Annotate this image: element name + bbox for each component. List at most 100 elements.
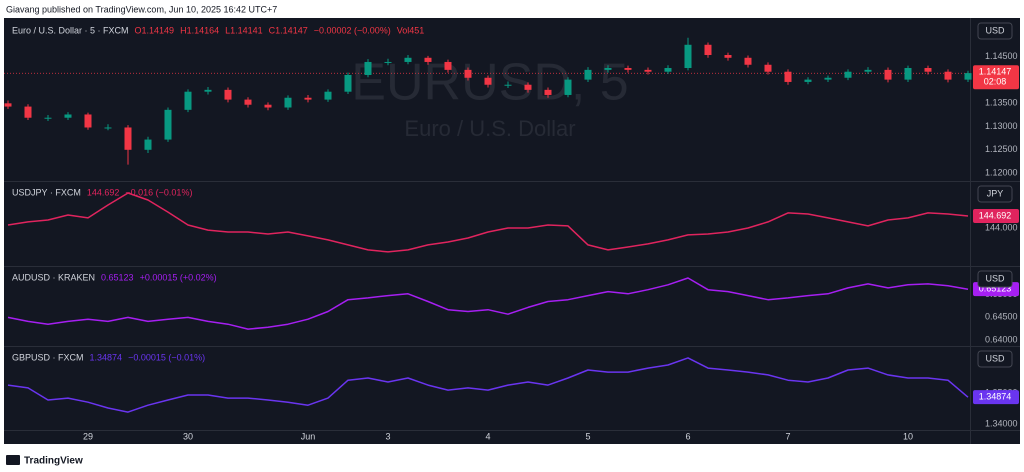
candle-body [544, 89, 552, 95]
series-change: −0.016 (−0.01%) [125, 187, 192, 197]
y-tick-label: 0.64500 [985, 312, 1018, 322]
ohlc-legend: O1.14149 [135, 25, 175, 35]
series-title: USDJPY · FXCM [12, 187, 81, 197]
candle-body [704, 44, 712, 55]
candle-body [64, 114, 72, 118]
series-change: −0.00015 (−0.01%) [128, 352, 205, 362]
candle-body [644, 69, 652, 72]
price-line [7, 192, 969, 253]
ohlc-legend: L1.14141 [225, 25, 263, 35]
candle-body [44, 117, 52, 119]
ohlc-legend: Vol451 [397, 25, 425, 35]
candle-body [424, 57, 432, 62]
candle-body [104, 127, 112, 129]
candle-body [564, 79, 572, 95]
last-price-label: 0.65123 [979, 284, 1012, 294]
candle-body [824, 77, 832, 80]
series-title: AUDUSD · KRAKEN [12, 272, 95, 282]
footer-brand: TradingView [24, 456, 83, 467]
candle-body [124, 127, 132, 150]
candle-body [244, 99, 252, 105]
currency-button [977, 270, 1013, 288]
currency-button [977, 22, 1013, 40]
price-line [7, 277, 969, 330]
last-price-label: 1.34874 [979, 391, 1012, 401]
candle-body [964, 73, 972, 80]
candle-body [464, 69, 472, 78]
candle-body [504, 84, 512, 86]
candle-body [904, 68, 912, 80]
x-tick-label: 10 [903, 431, 913, 441]
currency-label: USD [985, 353, 1005, 363]
y-tick-label: 1.13000 [985, 121, 1018, 131]
candle-body [924, 68, 932, 72]
candle-body [664, 68, 672, 72]
candle-body [744, 57, 752, 65]
y-tick-label: 1.14500 [985, 51, 1018, 61]
chart-background [4, 18, 1020, 444]
candle-body [164, 109, 172, 140]
candle-body [764, 64, 772, 72]
x-tick-label: 29 [83, 431, 93, 441]
candle-body [484, 77, 492, 85]
candle-body [4, 103, 12, 107]
candle-body [444, 61, 452, 70]
last-price-label: 1.14147 [979, 67, 1012, 77]
currency-label: USD [985, 273, 1005, 283]
series-price: 0.65123 [101, 272, 134, 282]
ohlc-legend: −0.00002 (−0.00%) [314, 25, 391, 35]
currency-label: USD [985, 25, 1005, 35]
candle-body [384, 61, 392, 63]
candle-body [844, 71, 852, 78]
series-title: GBPUSD · FXCM [12, 352, 84, 362]
candle-body [944, 71, 952, 80]
currency-label: JPY [987, 188, 1004, 198]
candle-body [224, 89, 232, 100]
y-tick-label: 1.13500 [985, 98, 1018, 108]
candle-body [724, 54, 732, 58]
candle-body [864, 69, 872, 72]
candle-body [804, 79, 812, 82]
candle-body [184, 91, 192, 110]
series-price: 144.692 [87, 187, 120, 197]
x-tick-label: 30 [183, 431, 193, 441]
y-tick-label: 1.12000 [985, 167, 1018, 177]
y-tick-label: 1.34000 [985, 418, 1018, 428]
candle-body [524, 84, 532, 90]
candle-body [344, 74, 352, 92]
ohlc-legend: H1.14164 [180, 25, 219, 35]
last-price-label: 144.692 [979, 210, 1012, 220]
ohlc-legend: C1.14147 [269, 25, 308, 35]
countdown-label: 02:08 [984, 77, 1007, 87]
candle-body [284, 97, 292, 108]
x-tick-label: 6 [685, 431, 690, 441]
currency-button [977, 185, 1013, 203]
x-tick-label: Jun [301, 431, 316, 441]
candle-body [144, 139, 152, 150]
x-tick-label: 5 [585, 431, 590, 441]
logo [6, 455, 20, 465]
candle-body [264, 104, 272, 108]
series-title: Euro / U.S. Dollar · 5 · FXCM [12, 25, 129, 35]
candle-body [304, 97, 312, 100]
last-price-box [973, 390, 1019, 405]
candle-body [364, 61, 372, 75]
candle-body [884, 69, 892, 80]
candle-body [604, 68, 612, 70]
candle-body [784, 71, 792, 82]
x-tick-label: 4 [485, 431, 490, 441]
candle-body [324, 91, 332, 100]
series-price: 1.34874 [90, 352, 123, 362]
last-price-box [973, 65, 1019, 90]
y-tick-label: 1.12500 [985, 144, 1018, 154]
candle-body [84, 114, 92, 128]
publish-header: Giavang published on TradingView.com, Ju… [6, 4, 277, 14]
candle-body [24, 106, 32, 118]
candle-body [584, 69, 592, 80]
candle-body [404, 57, 412, 62]
x-tick-label: 7 [785, 431, 790, 441]
y-tick-label: 0.64000 [985, 334, 1018, 344]
candle-body [684, 44, 692, 69]
